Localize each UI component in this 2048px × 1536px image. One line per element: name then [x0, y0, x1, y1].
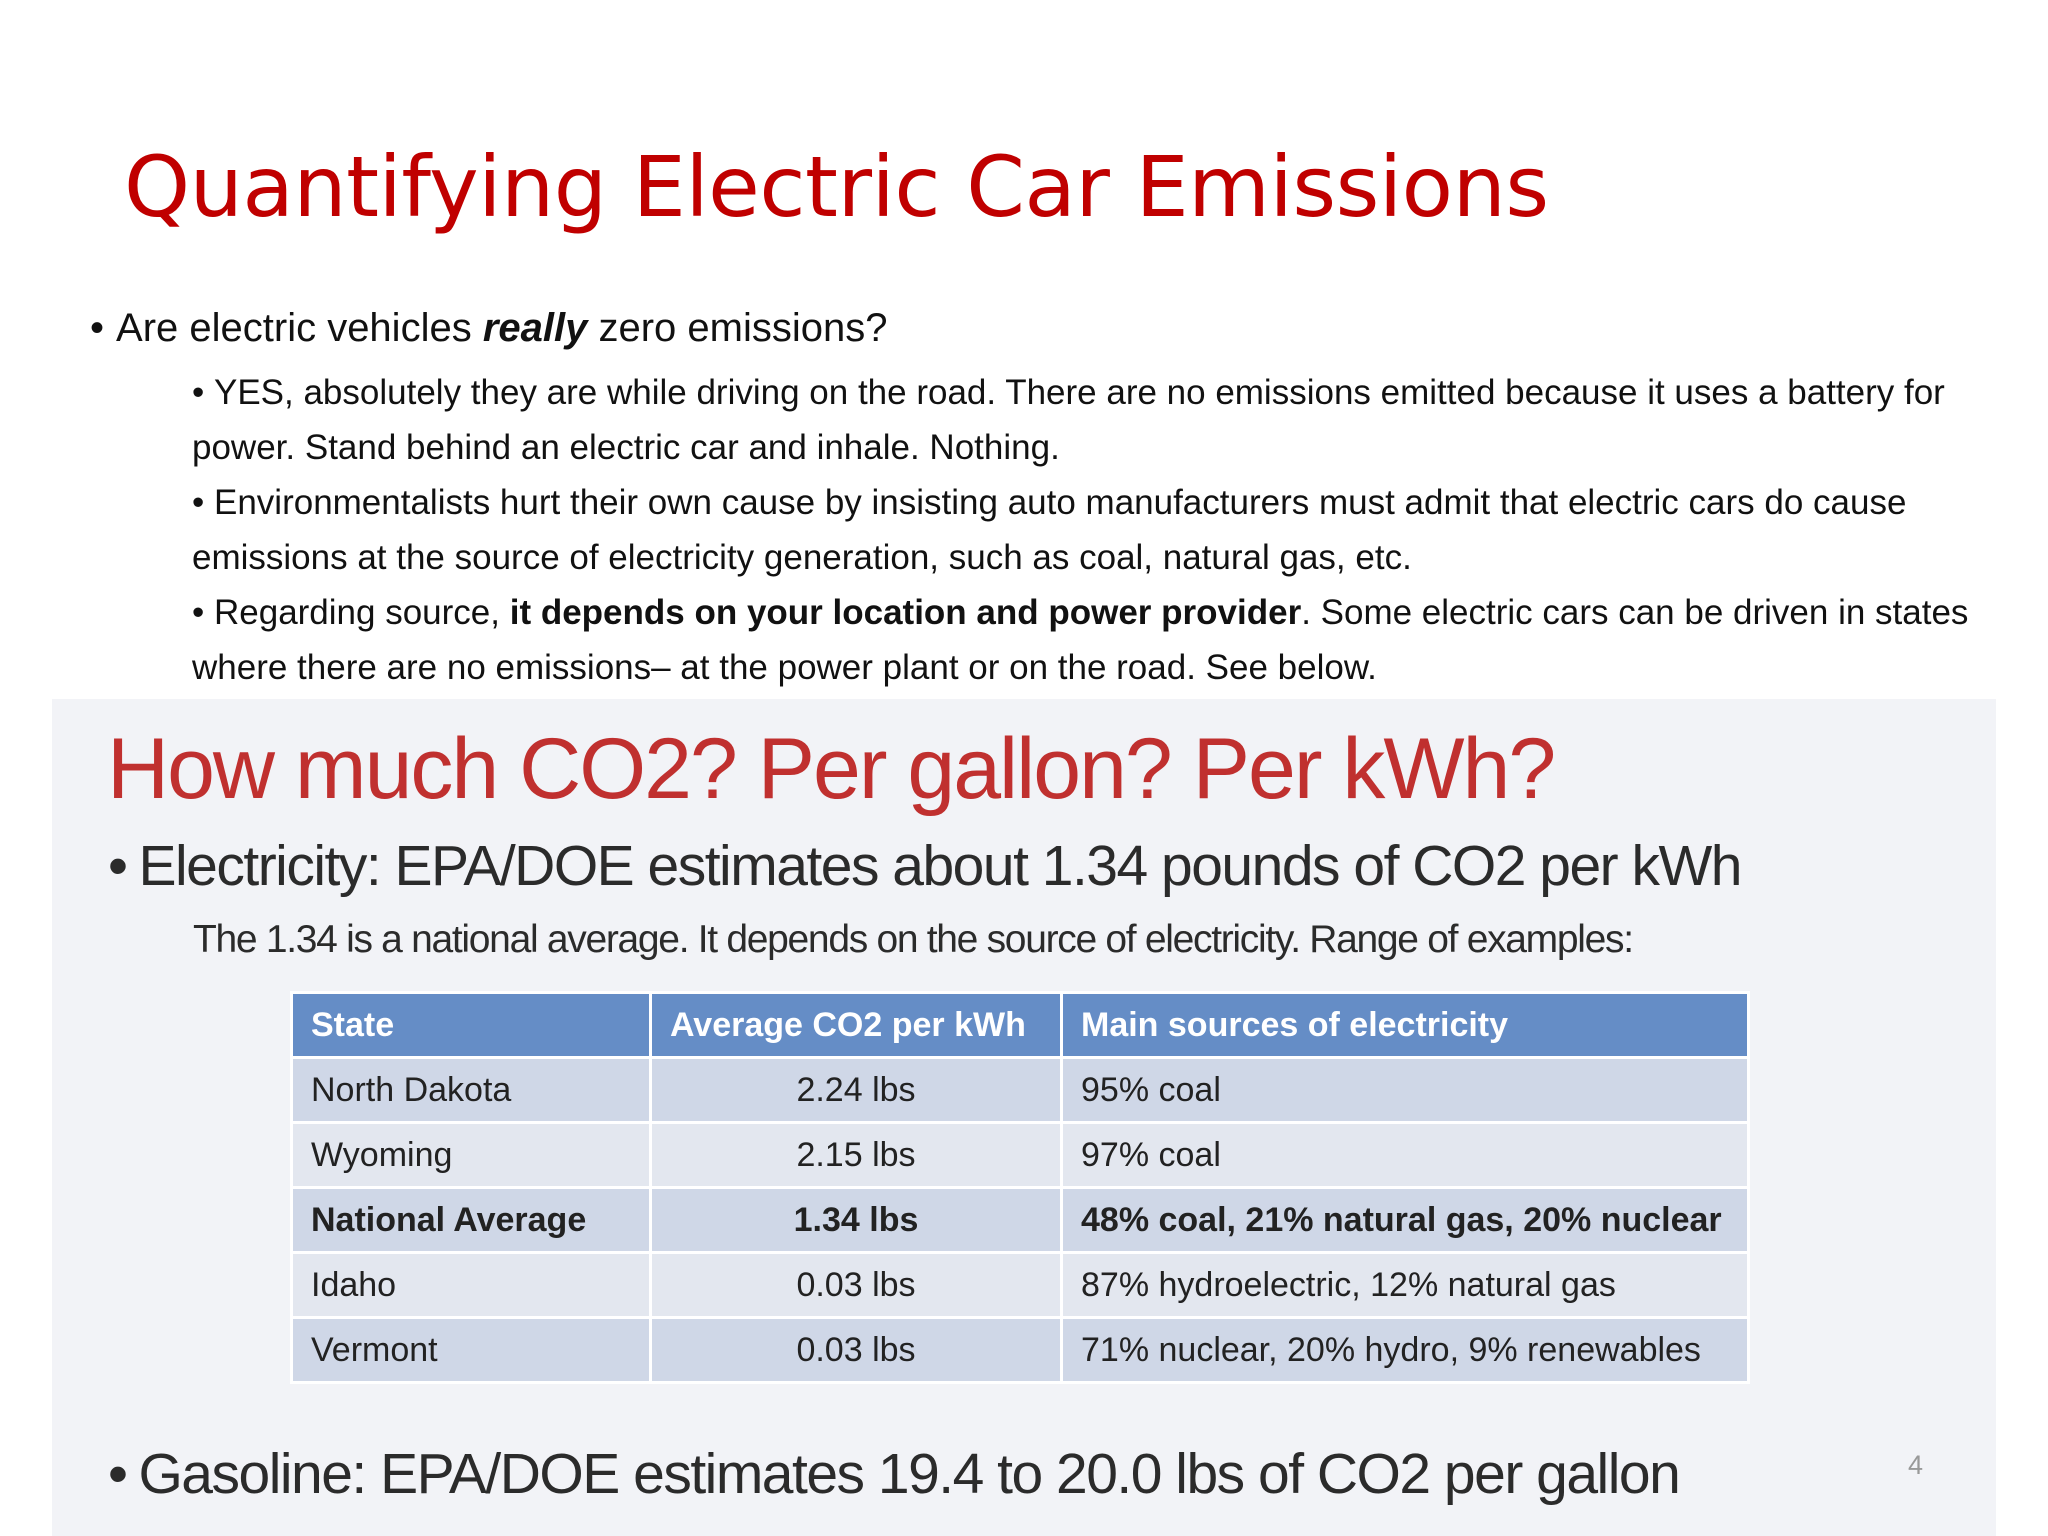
slide-title: Quantifying Electric Car Emissions — [124, 138, 1549, 236]
table-cell: 2.15 lbs — [649, 1121, 1063, 1189]
table-row: Vermont 0.03 lbs 71% nuclear, 20% hydro, 9… — [290, 1316, 1750, 1384]
table-cell: 0.03 lbs — [649, 1251, 1063, 1319]
text: Gasoline: EPA/DOE estimates 19.4 to 20.0… — [138, 1442, 1680, 1506]
table-row: North Dakota 2.24 lbs 95% coal — [290, 1056, 1750, 1124]
sub-bullet: Regarding source, it depends on your loc… — [192, 585, 1992, 695]
text: Environmentalists hurt their own cause b… — [192, 483, 1907, 577]
text: Electricity: EPA/DOE estimates about 1.3… — [138, 834, 1742, 898]
table-cell: North Dakota — [290, 1056, 652, 1124]
text: . Some electric cars can be driven in st… — [192, 593, 1969, 687]
table-cell: 1.34 lbs — [649, 1186, 1063, 1254]
co2-table: State Average CO2 per kWh Main sources of … — [290, 991, 1750, 1384]
table-cell: Wyoming — [290, 1121, 652, 1189]
table-cell: 0.03 lbs — [649, 1316, 1063, 1384]
emphasis: really — [482, 306, 588, 350]
column-header: State — [290, 991, 652, 1059]
table-cell: 71% nuclear, 20% hydro, 9% renewables — [1060, 1316, 1750, 1384]
table-cell: Vermont — [290, 1316, 652, 1384]
table-cell: 2.24 lbs — [649, 1056, 1063, 1124]
embedded-title: How much CO2? Per gallon? Per kWh? — [107, 721, 1556, 817]
text: Regarding source, — [213, 593, 510, 632]
sub-bullet: Environmentalists hurt their own cause b… — [192, 475, 1992, 585]
text: YES, absolutely they are while driving o… — [192, 373, 1945, 467]
table-cell: 48% coal, 21% natural gas, 20% nuclear — [1060, 1186, 1750, 1254]
text: Are electric vehicles — [116, 306, 483, 350]
table-cell: 97% coal — [1060, 1121, 1750, 1189]
emphasis: it depends on your location and power pr… — [509, 593, 1302, 632]
table-row: National Average 1.34 lbs 48% coal, 21% na… — [290, 1186, 1750, 1254]
text: zero emissions? — [587, 306, 888, 350]
column-header: Average CO2 per kWh — [649, 991, 1063, 1059]
table-cell: 87% hydroelectric, 12% natural gas — [1060, 1251, 1750, 1319]
table-cell: National Average — [290, 1186, 652, 1254]
table-cell: 95% coal — [1060, 1056, 1750, 1124]
table-row: Idaho 0.03 lbs 87% hydroelectric, 12% natu… — [290, 1251, 1750, 1319]
page-number: 4 — [1908, 1450, 1924, 1480]
table-row: Wyoming 2.15 lbs 97% coal — [290, 1121, 1750, 1189]
sub-bullets: YES, absolutely they are while driving o… — [192, 365, 1992, 695]
column-header: Main sources of electricity — [1060, 991, 1750, 1059]
electricity-bullet: Electricity: EPA/DOE estimates about 1.3… — [108, 833, 1742, 899]
table-cell: Idaho — [290, 1251, 652, 1319]
note: The 1.34 is a national average. It depen… — [193, 918, 1634, 961]
gasoline-bullet: Gasoline: EPA/DOE estimates 19.4 to 20.0… — [108, 1441, 1680, 1507]
main-bullet: Are electric vehicles really zero emissi… — [90, 306, 887, 351]
sub-bullet: YES, absolutely they are while driving o… — [192, 365, 1992, 475]
